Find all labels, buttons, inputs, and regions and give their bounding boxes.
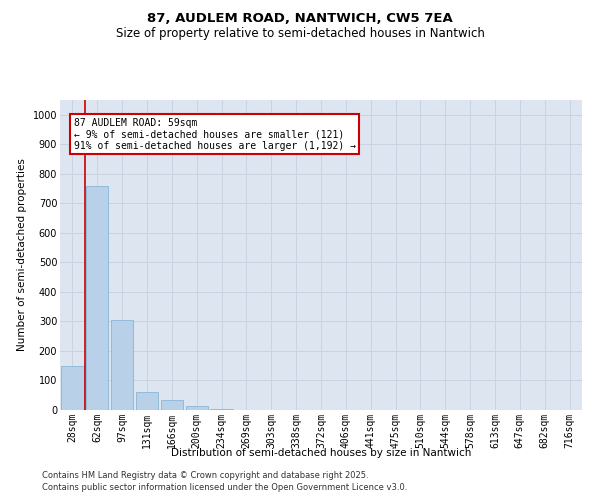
Y-axis label: Number of semi-detached properties: Number of semi-detached properties xyxy=(17,158,27,352)
Bar xyxy=(61,366,83,410)
Text: Contains HM Land Registry data © Crown copyright and database right 2025.: Contains HM Land Registry data © Crown c… xyxy=(42,471,368,480)
Text: 87 AUDLEM ROAD: 59sqm
← 9% of semi-detached houses are smaller (121)
91% of semi: 87 AUDLEM ROAD: 59sqm ← 9% of semi-detac… xyxy=(74,118,356,151)
Bar xyxy=(111,320,133,410)
Bar xyxy=(185,406,208,410)
Bar xyxy=(136,392,158,410)
Bar xyxy=(86,186,109,410)
Text: 87, AUDLEM ROAD, NANTWICH, CW5 7EA: 87, AUDLEM ROAD, NANTWICH, CW5 7EA xyxy=(147,12,453,26)
Text: Distribution of semi-detached houses by size in Nantwich: Distribution of semi-detached houses by … xyxy=(171,448,471,458)
Bar xyxy=(211,408,233,410)
Bar xyxy=(161,400,183,410)
Text: Size of property relative to semi-detached houses in Nantwich: Size of property relative to semi-detach… xyxy=(116,28,484,40)
Text: Contains public sector information licensed under the Open Government Licence v3: Contains public sector information licen… xyxy=(42,484,407,492)
